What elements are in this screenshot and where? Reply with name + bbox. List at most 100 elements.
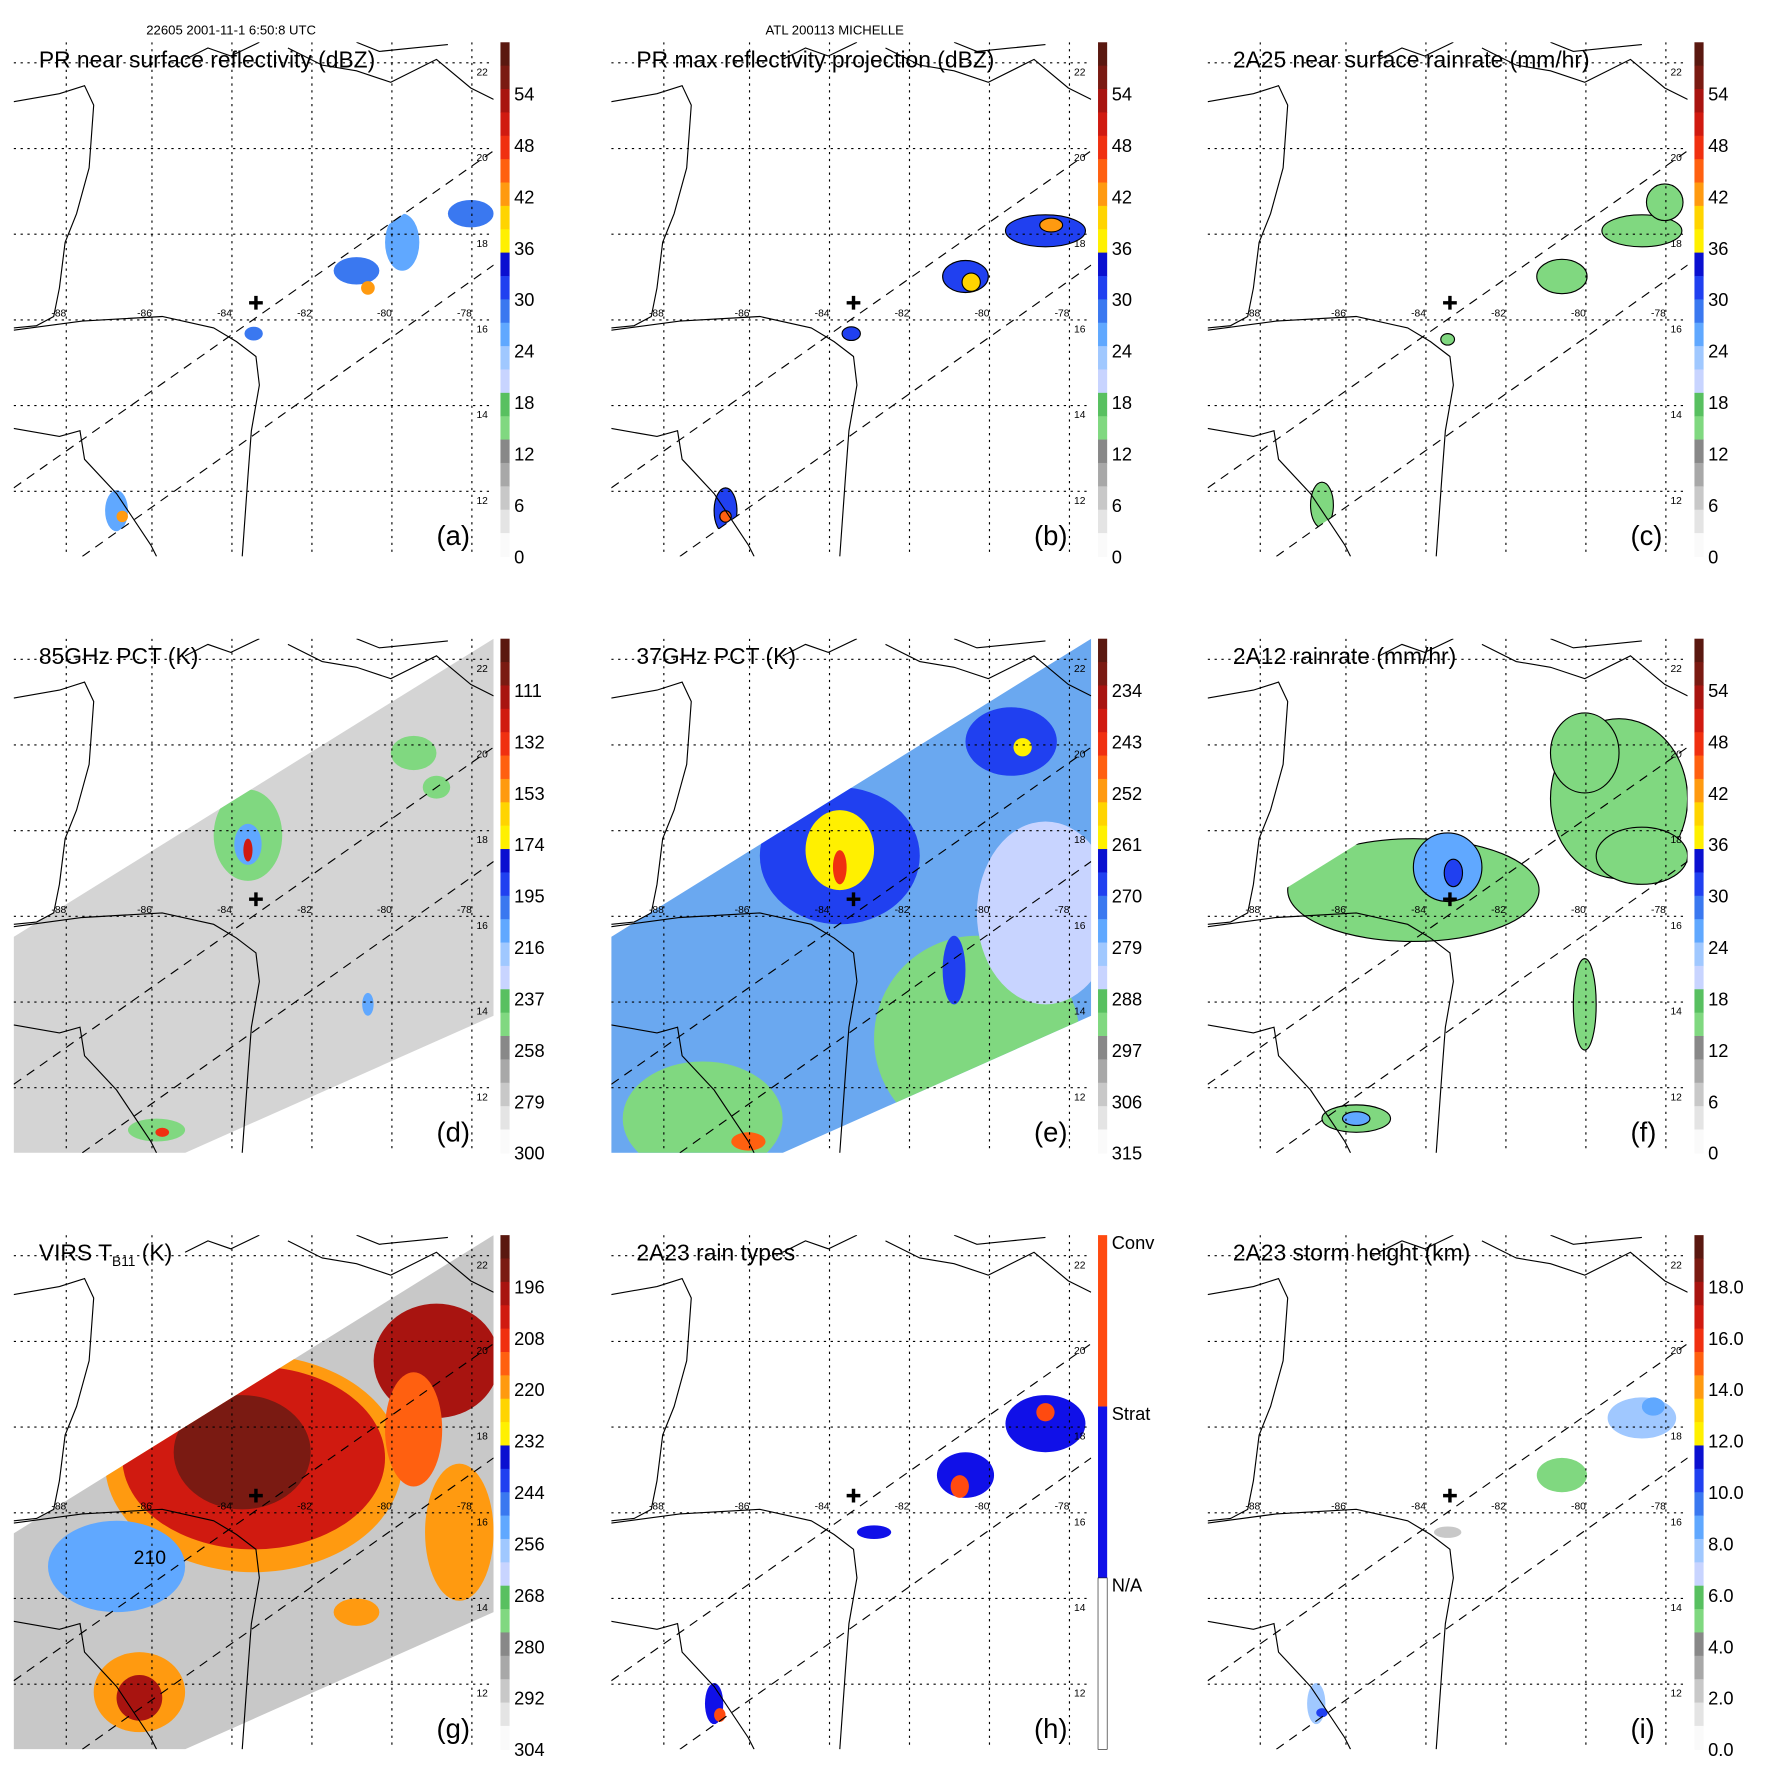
colorbar-label: 24 <box>1708 341 1728 362</box>
colorbar-segment <box>500 112 510 137</box>
coastline <box>611 1024 755 1153</box>
colorbar-segment <box>1098 685 1108 710</box>
coastline <box>13 84 95 329</box>
orbit-info: 22605 2001-11-1 6:50:8 UTC <box>146 22 316 37</box>
swath-edge <box>13 746 494 1085</box>
coastline <box>1207 1508 1454 1750</box>
map-area: -88 -86 -84 -82 -80 -78 12 14 16 18 20 22 <box>611 42 1092 557</box>
data-cell <box>385 1372 443 1487</box>
colorbar-segment <box>1694 1445 1704 1470</box>
colorbar-label: 48 <box>1708 135 1728 156</box>
colorbar-segment <box>500 1351 510 1376</box>
data-cell <box>385 213 420 271</box>
longitude-label: -88 <box>649 1501 664 1512</box>
data-cell <box>1005 1395 1086 1453</box>
coastline <box>1378 638 1688 697</box>
colorbar-segment <box>500 1515 510 1540</box>
colorbar-segment <box>1098 229 1108 254</box>
latitude-label: 14 <box>1074 1007 1086 1018</box>
colorbar-segment <box>1098 802 1108 827</box>
swath-edge <box>1275 1457 1688 1750</box>
colorbar-segment <box>1098 369 1108 394</box>
panel-b: -88 -86 -84 -82 -80 -78 12 14 16 18 20 22 PR max ref… <box>611 42 1132 567</box>
latitude-label: 20 <box>476 1346 488 1357</box>
coastline <box>1207 681 1289 925</box>
panel-grid: -88 -86 -84 -82 -80 -78 12 14 16 18 20 22 PR near su… <box>13 42 1744 1760</box>
coastline <box>953 638 1046 649</box>
colorbar-label: 237 <box>514 988 544 1009</box>
colorbar-segment <box>1098 205 1108 230</box>
colorbar-segment <box>500 919 510 944</box>
colorbar-segment <box>500 1129 510 1154</box>
longitude-label: -84 <box>217 308 232 319</box>
plus-icon <box>1443 1488 1457 1503</box>
longitude-label: -80 <box>377 905 392 916</box>
colorbar-segment <box>500 942 510 967</box>
colorbar-segment <box>1694 159 1704 184</box>
colorbar-label: 12 <box>1708 443 1728 464</box>
coastline <box>1207 1277 1289 1522</box>
coastline <box>1378 42 1688 100</box>
map-area: -88 -86 -84 -82 -80 -78 12 14 16 18 20 22 <box>1207 638 1688 1153</box>
colorbar-label: 234 <box>1112 680 1142 701</box>
latitude-label: 16 <box>1670 921 1682 932</box>
latitude-label: 20 <box>1670 153 1682 164</box>
panel-g: -88 -86 -84 -82 -80 -78 12 14 16 18 20 22 210 VIRS TB… <box>13 1235 545 1760</box>
colorbar-label: 12 <box>514 443 534 464</box>
data-cell <box>1433 1526 1462 1538</box>
coastline <box>611 84 692 329</box>
data-cell <box>361 281 375 295</box>
title-main: VIRS T <box>39 1239 112 1265</box>
colorbar-label: 54 <box>1708 84 1728 105</box>
swath-edge <box>81 1457 494 1750</box>
colorbar-label: 0 <box>1708 1143 1718 1164</box>
longitude-label: -82 <box>895 905 910 916</box>
longitude-label: -80 <box>377 1501 392 1512</box>
colorbar: 54 48 42 36 30 24 18 12 6 0 <box>1694 42 1728 567</box>
colorbar-segment <box>500 685 510 710</box>
colorbar-label: 195 <box>514 886 544 907</box>
data-cell <box>1607 1397 1677 1439</box>
coastline <box>13 912 260 1153</box>
colorbar-segment <box>1694 322 1704 347</box>
data-cell <box>965 707 1057 776</box>
colorbar-segment <box>500 1702 510 1727</box>
data-cell <box>243 838 253 862</box>
colorbar-label: 232 <box>514 1431 544 1452</box>
colorbar-label: 42 <box>514 186 534 207</box>
latitude-label: 16 <box>1670 324 1682 335</box>
colorbar-segment <box>1694 89 1704 113</box>
colorbar-segment <box>500 802 510 827</box>
colorbar-label: 132 <box>514 731 544 752</box>
swath-edge <box>13 150 494 489</box>
longitude-label: -78 <box>1055 1501 1070 1512</box>
longitude-label: -84 <box>815 905 830 916</box>
colorbar: 18.0 16.0 14.0 12.0 10.0 8.0 6.0 4.0 2.0 0.0 <box>1694 1235 1744 1760</box>
colorbar-segment <box>1098 1059 1108 1084</box>
latitude-label: 16 <box>476 1517 488 1528</box>
colorbar-label: 174 <box>514 834 544 855</box>
data-cell <box>36 1400 128 1458</box>
colorbar-segment <box>500 1036 510 1060</box>
colorbar-segment <box>1694 802 1704 827</box>
panel-letter: (d) <box>436 1116 469 1147</box>
colorbar-segment <box>1694 778 1704 803</box>
colorbar-segment <box>1694 989 1704 1014</box>
panel-title: 85GHz PCT (K) <box>39 643 199 669</box>
panel-a: -88 -86 -84 -82 -80 -78 12 14 16 18 20 22 PR near su… <box>13 42 534 567</box>
coastline <box>611 912 858 1153</box>
colorbar-label: 6.0 <box>1708 1585 1733 1606</box>
colorbar-segment <box>1098 778 1108 803</box>
longitude-label: -80 <box>975 905 990 916</box>
data-cell <box>961 272 981 292</box>
colorbar-segment <box>1694 1655 1704 1680</box>
data-cell <box>942 935 966 1005</box>
latitude-label: 18 <box>1074 239 1086 250</box>
swath-edge <box>81 264 494 557</box>
data-cell <box>1443 858 1464 888</box>
colorbar-segment <box>500 1012 510 1037</box>
colorbar-segment <box>500 42 510 67</box>
longitude-label: -86 <box>1331 905 1346 916</box>
coastline <box>1207 427 1352 557</box>
